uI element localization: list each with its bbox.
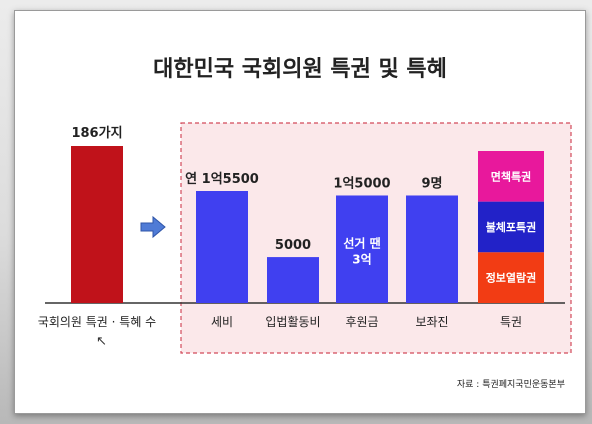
source-note: 자료 : 특권폐지국민운동본부: [457, 378, 565, 390]
chart-title: 대한민국 국회의원 특권 및 특혜: [153, 57, 447, 82]
bar: [267, 257, 319, 303]
privilege-label: 불체포특권: [486, 220, 537, 234]
privilege-segment: [478, 151, 544, 202]
privilege-label: 면책특권: [491, 169, 531, 183]
category-label: 특권: [500, 315, 522, 329]
category-label: 세비: [211, 315, 233, 329]
bar-label: 1억5000: [333, 176, 390, 191]
bar-label: 연 1억5500: [185, 172, 259, 187]
category-label: 후원금: [345, 315, 378, 329]
bar-inner-label: 선거 땐: [343, 235, 380, 250]
privilege-label: 정보열람권: [486, 271, 537, 285]
bar-label: 5000: [275, 238, 311, 253]
bar: [196, 191, 248, 303]
category-label: 국회의원 특권 · 특혜 수: [38, 315, 156, 329]
bar: [336, 195, 388, 303]
privilege-segment: [478, 201, 544, 253]
category-label: 입법활동비: [265, 315, 320, 329]
bar-inner-label: 3억: [352, 252, 371, 266]
bar-left-total: [71, 146, 123, 303]
bar: [406, 195, 458, 303]
bar-label: 9명: [421, 175, 442, 191]
mouse-cursor-icon: ↖: [96, 334, 107, 349]
privilege-segment: [478, 252, 544, 303]
bar-label: 186가지: [71, 126, 122, 141]
right-arrow-icon: [140, 215, 166, 239]
category-label: 보좌진: [415, 315, 448, 329]
